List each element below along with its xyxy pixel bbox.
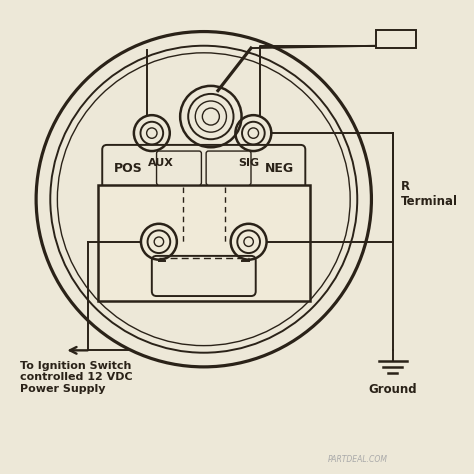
Bar [376, 30, 416, 48]
FancyBboxPatch shape [156, 151, 201, 185]
FancyBboxPatch shape [206, 151, 251, 185]
Text: PARTDEAL.COM: PARTDEAL.COM [328, 455, 388, 464]
FancyBboxPatch shape [152, 256, 255, 296]
Text: R
Terminal: R Terminal [401, 181, 458, 209]
Text: Ground: Ground [368, 383, 417, 396]
Text: SIG: SIG [238, 158, 259, 168]
Text: NEG: NEG [265, 162, 294, 175]
Bar [98, 185, 310, 301]
FancyBboxPatch shape [102, 145, 305, 192]
Text: POS: POS [114, 162, 143, 175]
Text: To Ignition Switch
controlled 12 VDC
Power Supply: To Ignition Switch controlled 12 VDC Pow… [19, 361, 132, 394]
Text: AUX: AUX [148, 158, 174, 168]
